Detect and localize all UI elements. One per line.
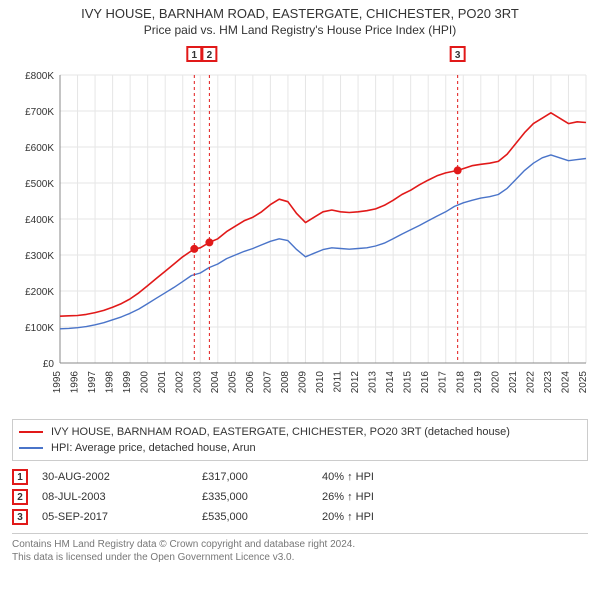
marker-date: 08-JUL-2003: [42, 491, 202, 503]
marker-row: 2 08-JUL-2003£335,00026% ↑ HPI: [12, 487, 588, 507]
line-chart-svg: £0 £100K £200K £300K £400K £500K £600K £700K £80…: [10, 43, 590, 413]
marker-pct: 26% ↑ HPI: [322, 491, 442, 503]
marker-pct: 20% ↑ HPI: [322, 511, 442, 523]
legend-label: IVY HOUSE, BARNHAM ROAD, EASTERGATE, CHI…: [51, 426, 510, 438]
y-tick-label: £300K: [25, 251, 54, 262]
x-tick-label: 2019: [473, 371, 484, 394]
chart-title: IVY HOUSE, BARNHAM ROAD, EASTERGATE, CHI…: [10, 6, 590, 21]
marker-date: 30-AUG-2002: [42, 471, 202, 483]
x-tick-label: 2011: [333, 371, 344, 393]
legend-label: HPI: Average price, detached house, Arun: [51, 442, 256, 454]
y-tick-label: £200K: [25, 287, 54, 298]
footer-line-1: Contains HM Land Registry data © Crown c…: [12, 538, 588, 551]
x-tick-label: 2007: [262, 371, 273, 394]
x-tick-label: 2016: [420, 371, 431, 394]
x-tick-label: 2013: [368, 371, 379, 394]
x-tick-label: 1996: [70, 371, 81, 394]
x-tick-label: 2021: [508, 371, 519, 394]
x-tick-label: 2022: [525, 371, 536, 394]
marker-price: £317,000: [202, 471, 322, 483]
chart-container: IVY HOUSE, BARNHAM ROAD, EASTERGATE, CHI…: [0, 0, 600, 590]
legend-box: IVY HOUSE, BARNHAM ROAD, EASTERGATE, CHI…: [12, 419, 588, 461]
x-tick-label: 2015: [403, 371, 414, 394]
y-tick-label: £100K: [25, 323, 54, 334]
marker-box-label: 1: [192, 50, 198, 61]
markers-table: 1 30-AUG-2002£317,00040% ↑ HPI 2 08-JUL-200…: [12, 467, 588, 527]
x-tick-label: 1995: [52, 371, 63, 394]
x-tick-label: 2020: [490, 371, 501, 394]
y-tick-label: £0: [43, 359, 55, 370]
x-tick-label: 2025: [578, 371, 589, 394]
x-tick-label: 1997: [87, 371, 98, 394]
x-tick-label: 2014: [385, 371, 396, 394]
marker-date: 05-SEP-2017: [42, 511, 202, 523]
title-block: IVY HOUSE, BARNHAM ROAD, EASTERGATE, CHI…: [0, 0, 600, 39]
x-tick-label: 2024: [560, 371, 571, 394]
y-tick-label: £800K: [25, 71, 54, 82]
marker-number-box: 1: [12, 469, 28, 485]
marker-number-box: 3: [12, 509, 28, 525]
y-tick-label: £500K: [25, 179, 54, 190]
legend-row: IVY HOUSE, BARNHAM ROAD, EASTERGATE, CHI…: [19, 424, 581, 440]
y-tick-label: £400K: [25, 215, 54, 226]
footer-line-2: This data is licensed under the Open Gov…: [12, 551, 588, 564]
x-tick-label: 2010: [315, 371, 326, 394]
y-tick-label: £600K: [25, 143, 54, 154]
chart-area: £0 £100K £200K £300K £400K £500K £600K £700K £80…: [10, 43, 590, 413]
x-tick-label: 2004: [210, 371, 221, 394]
marker-row: 3 05-SEP-2017£535,00020% ↑ HPI: [12, 507, 588, 527]
footer-attribution: Contains HM Land Registry data © Crown c…: [12, 533, 588, 564]
marker-pct: 40% ↑ HPI: [322, 471, 442, 483]
marker-row: 1 30-AUG-2002£317,00040% ↑ HPI: [12, 467, 588, 487]
x-tick-label: 1999: [122, 371, 133, 394]
chart-subtitle: Price paid vs. HM Land Registry's House …: [10, 23, 590, 37]
marker-box-label: 2: [207, 50, 213, 61]
marker-price: £535,000: [202, 511, 322, 523]
marker-number-box: 2: [12, 489, 28, 505]
x-tick-label: 2008: [280, 371, 291, 394]
y-tick-label: £700K: [25, 107, 54, 118]
x-tick-label: 1998: [105, 371, 116, 394]
x-tick-label: 2018: [455, 371, 466, 394]
x-tick-label: 2017: [438, 371, 449, 394]
x-tick-label: 2006: [245, 371, 256, 394]
x-tick-label: 2012: [350, 371, 361, 394]
marker-box-label: 3: [455, 50, 461, 61]
x-tick-label: 2003: [192, 371, 203, 394]
legend-swatch: [19, 431, 43, 433]
x-tick-label: 2001: [157, 371, 168, 394]
legend-swatch: [19, 447, 43, 449]
x-tick-label: 2002: [175, 371, 186, 394]
legend-row: HPI: Average price, detached house, Arun: [19, 440, 581, 456]
x-tick-label: 2005: [227, 371, 238, 394]
x-tick-label: 2023: [543, 371, 554, 394]
x-tick-label: 2000: [140, 371, 151, 394]
x-tick-label: 2009: [297, 371, 308, 394]
marker-price: £335,000: [202, 491, 322, 503]
